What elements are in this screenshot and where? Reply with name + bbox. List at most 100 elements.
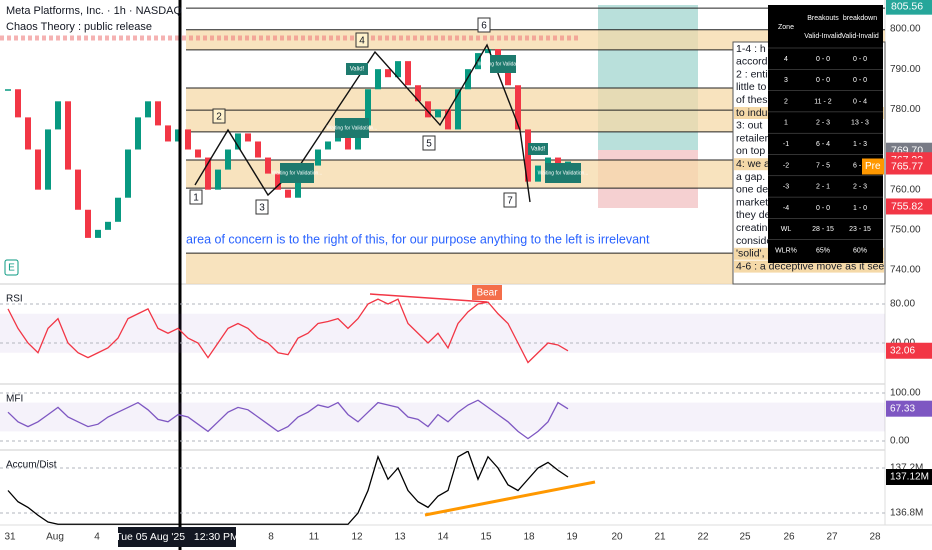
y-tick-label: 750.00 bbox=[890, 224, 921, 235]
price-badge-label: 765.77 bbox=[891, 160, 923, 172]
wave-label: 2 bbox=[216, 112, 222, 123]
rsi-band bbox=[0, 313, 885, 353]
table-subheader: Valid-Invalid bbox=[804, 33, 842, 40]
price-badge bbox=[886, 0, 932, 15]
table-cell: 1 - 3 bbox=[853, 141, 867, 148]
candle bbox=[245, 133, 251, 142]
wave-box bbox=[477, 17, 491, 33]
table-cell: WLR% bbox=[775, 248, 797, 255]
candle bbox=[185, 129, 191, 150]
table-cell: -4 bbox=[783, 205, 789, 212]
x-tick-label: 27 bbox=[826, 532, 838, 543]
bear-badge bbox=[472, 285, 502, 300]
y-tick-label: 800.00 bbox=[890, 24, 921, 35]
wave-label: 3 bbox=[259, 203, 265, 214]
value-badge bbox=[886, 400, 932, 417]
candle bbox=[405, 61, 411, 86]
table-cell: WL bbox=[781, 226, 792, 233]
y-tick-label: 100.00 bbox=[890, 388, 921, 399]
value-badge-label: 32.06 bbox=[890, 345, 915, 356]
table-cell: -1 bbox=[783, 141, 789, 148]
table-cell: 1 bbox=[784, 120, 788, 127]
x-tick-label: 26 bbox=[783, 532, 795, 543]
note-line: one de bbox=[736, 184, 768, 196]
e-icon[interactable] bbox=[4, 259, 19, 276]
table-cell: 0 - 0 bbox=[853, 56, 867, 63]
accum-line bbox=[7, 451, 569, 525]
table-cell: 0 - 0 bbox=[816, 205, 830, 212]
pane-title: RSI bbox=[6, 294, 23, 305]
table-cell: 1 - 0 bbox=[853, 205, 867, 212]
signal-label: Waiting for Validation... bbox=[272, 170, 323, 176]
price-badge-label: 755.82 bbox=[891, 200, 923, 212]
note-line: to indu bbox=[736, 107, 768, 119]
y-tick-label: 137.2M bbox=[890, 463, 923, 474]
candle bbox=[5, 89, 11, 91]
y-tick-label: 780.00 bbox=[890, 104, 921, 115]
candle bbox=[255, 141, 261, 158]
price-badge bbox=[886, 158, 932, 175]
value-badge-label: 67.33 bbox=[890, 403, 915, 414]
wave-label: 4 bbox=[359, 36, 365, 47]
y-tick-label: 790.00 bbox=[890, 64, 921, 75]
wave-path bbox=[194, 43, 531, 203]
annotation: area of concern is to the right of this,… bbox=[186, 232, 650, 246]
table-subheader: Valid-Invalid bbox=[841, 33, 879, 40]
candle bbox=[145, 101, 151, 118]
table-cell: 13 - 3 bbox=[851, 120, 869, 127]
table-cell: 0 - 4 bbox=[853, 98, 867, 105]
candle bbox=[415, 85, 421, 102]
candle bbox=[75, 169, 81, 210]
candle bbox=[375, 69, 381, 90]
y-tick-label: 136.8M bbox=[890, 508, 923, 519]
note-line: of thes bbox=[736, 94, 768, 106]
pane-title: Accum/Dist bbox=[6, 460, 57, 471]
signal-box bbox=[545, 163, 581, 183]
candle bbox=[165, 125, 171, 142]
mfi-band bbox=[0, 402, 885, 432]
table-cell: 3 bbox=[784, 77, 788, 84]
candle bbox=[545, 157, 551, 166]
candle bbox=[45, 129, 51, 190]
candle bbox=[25, 117, 31, 150]
candle bbox=[55, 101, 61, 130]
x-tick-label: 25 bbox=[739, 532, 751, 543]
candle bbox=[525, 129, 531, 182]
table-cell: 2 - 3 bbox=[853, 184, 867, 191]
candle bbox=[285, 189, 291, 198]
candle bbox=[115, 197, 121, 222]
table-header: Breakouts bbox=[807, 15, 839, 22]
table-cell: 7 - 5 bbox=[816, 162, 830, 169]
note-line: 2 : enti bbox=[736, 68, 768, 80]
note-highlight bbox=[734, 260, 884, 273]
table-cell: 23 - 15 bbox=[849, 226, 871, 233]
candle bbox=[455, 89, 461, 130]
note-line: 4-6 : a deceptive move as it see bbox=[736, 260, 884, 272]
signal-label: Valid! bbox=[350, 67, 365, 73]
note-line: they de bbox=[736, 209, 771, 221]
note-line: on top bbox=[736, 145, 765, 157]
x-tick-label: 18 bbox=[523, 532, 535, 543]
candle bbox=[225, 149, 231, 170]
x-tick-label: 12 bbox=[351, 532, 363, 543]
table-cell: 60% bbox=[853, 248, 867, 255]
wave-box bbox=[503, 192, 517, 208]
note-line: little to bbox=[736, 81, 767, 93]
table-cell: 11 - 2 bbox=[814, 98, 831, 105]
x-tick-label: 28 bbox=[869, 532, 881, 543]
bear-label: Bear bbox=[476, 288, 498, 299]
table-cell: -2 bbox=[783, 162, 789, 169]
table-cell: 2 - 3 bbox=[816, 120, 830, 127]
candle bbox=[65, 101, 71, 170]
wave-box bbox=[255, 199, 269, 215]
candle bbox=[445, 109, 451, 130]
e-icon-text: E bbox=[8, 263, 15, 274]
wave-box bbox=[212, 108, 226, 124]
x-tick-label: Aug bbox=[46, 532, 64, 543]
x-tick-label: 13 bbox=[394, 532, 406, 543]
wave-box bbox=[422, 135, 436, 151]
signal-box bbox=[335, 118, 369, 138]
candle bbox=[465, 69, 471, 90]
table-cell: 6 - 2 bbox=[853, 162, 867, 169]
x-tick-label: 14 bbox=[437, 532, 449, 543]
